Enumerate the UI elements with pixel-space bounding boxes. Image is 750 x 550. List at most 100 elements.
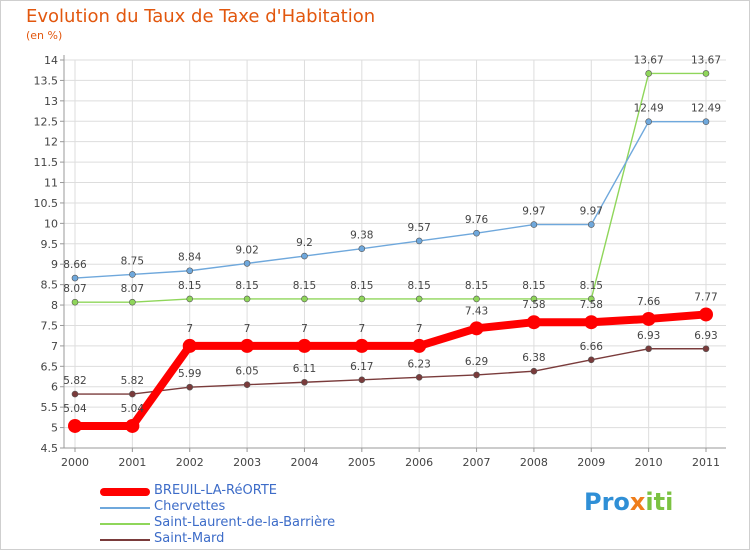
- x-tick-label: 2000: [61, 456, 89, 469]
- x-tick-label: 2003: [233, 456, 261, 469]
- y-tick-label: 13.5: [34, 74, 59, 87]
- data-label-1: 8.66: [63, 259, 87, 271]
- y-tick-label: 11: [44, 177, 58, 190]
- series-line-3: [74, 348, 707, 395]
- data-label-3: 6.93: [637, 330, 660, 342]
- x-tick-label: 2007: [463, 456, 491, 469]
- data-point-2: [129, 298, 136, 306]
- data-label-0: 7.58: [580, 299, 603, 311]
- data-label-2: 8.15: [522, 280, 545, 292]
- y-tick-label: 5.5: [41, 401, 59, 414]
- data-point-2: [71, 298, 79, 306]
- data-point-0: [412, 338, 427, 353]
- chart-legend: BREUIL-LA-RéORTE Chervettes Saint-Lauren…: [100, 483, 520, 548]
- legend-label-breuil: BREUIL-LA-RéORTE: [154, 483, 277, 498]
- data-label-0: 7.77: [694, 291, 717, 303]
- data-label-2: 8.15: [580, 280, 603, 292]
- data-point-0: [584, 315, 599, 330]
- data-label-1: 9.97: [522, 206, 545, 218]
- series-line-1: [74, 120, 707, 279]
- data-point-2: [587, 295, 595, 303]
- data-label-3: 5.99: [178, 368, 201, 380]
- data-label-2: 8.15: [178, 280, 201, 292]
- x-tick-label: 2010: [635, 456, 663, 469]
- y-tick-label: 12: [44, 136, 58, 149]
- data-label-3: 6.93: [694, 330, 717, 342]
- y-tick-label: 6.5: [41, 360, 59, 373]
- data-point-0: [125, 418, 140, 433]
- data-point-1: [71, 274, 79, 282]
- data-label-0: 5.04: [63, 403, 87, 415]
- data-label-3: 6.66: [580, 341, 604, 353]
- data-point-1: [358, 245, 366, 252]
- data-label-1: 12.49: [634, 103, 664, 115]
- data-point-1: [645, 118, 652, 125]
- data-point-0: [68, 418, 82, 433]
- y-tick-label: 10.5: [34, 197, 59, 210]
- data-point-3: [358, 376, 366, 384]
- chart-title: Evolution du Taux de Taxe d'Habitation: [26, 6, 376, 27]
- data-label-2: 8.15: [235, 280, 258, 292]
- data-point-2: [358, 295, 366, 303]
- data-point-3: [587, 356, 595, 364]
- y-tick-label: 9: [51, 258, 58, 271]
- proxiti-logo: Proxiti: [584, 488, 674, 516]
- legend-swatch-chervettes: [100, 507, 150, 509]
- data-label-1: 12.49: [691, 103, 721, 115]
- data-label-2: 8.07: [63, 283, 86, 295]
- x-tick-label: 2006: [405, 456, 433, 469]
- data-label-0: 7: [301, 323, 308, 335]
- data-label-3: 6.17: [350, 361, 373, 373]
- y-tick-label: 5: [51, 422, 58, 435]
- data-label-1: 8.84: [178, 252, 202, 264]
- data-point-3: [645, 345, 652, 353]
- data-point-0: [699, 307, 713, 322]
- data-label-1: 9.97: [580, 206, 603, 218]
- legend-item-saint-mard: Saint-Mard: [100, 531, 520, 548]
- data-label-1: 9.57: [407, 222, 430, 234]
- data-label-3: 6.29: [465, 356, 488, 368]
- data-point-1: [415, 237, 423, 245]
- data-point-0: [526, 315, 541, 330]
- y-tick-label: 12.5: [34, 115, 59, 128]
- data-point-0: [354, 338, 369, 353]
- data-label-3: 6.11: [293, 363, 316, 375]
- data-point-2: [415, 295, 423, 303]
- y-tick-label: 6: [51, 381, 58, 394]
- legend-item-breuil: BREUIL-LA-RéORTE: [100, 483, 520, 500]
- data-point-2: [473, 295, 480, 303]
- data-label-3: 6.05: [235, 366, 258, 378]
- data-label-1: 8.75: [121, 255, 144, 267]
- y-tick-label: 13: [44, 95, 58, 108]
- data-label-1: 9.02: [235, 244, 258, 256]
- legend-item-saint-laurent: Saint-Laurent-de-la-Barrière: [100, 515, 520, 532]
- data-point-3: [415, 374, 423, 381]
- data-point-2: [186, 295, 194, 303]
- data-point-1: [473, 229, 480, 237]
- data-label-1: 9.76: [465, 214, 489, 226]
- data-label-0: 7: [186, 323, 193, 335]
- y-tick-label: 9.5: [41, 238, 59, 251]
- y-tick-label: 10: [44, 217, 58, 230]
- data-point-3: [243, 381, 251, 388]
- y-tick-label: 11.5: [34, 156, 59, 169]
- data-label-2: 8.15: [407, 280, 430, 292]
- x-tick-label: 2009: [577, 456, 605, 469]
- series-line-0: [71, 310, 710, 430]
- data-point-0: [469, 321, 484, 336]
- x-tick-label: 2002: [176, 456, 204, 469]
- y-tick-label: 7.5: [41, 319, 59, 332]
- y-tick-label: 14: [44, 54, 58, 67]
- data-point-3: [530, 367, 538, 375]
- data-label-2: 8.15: [293, 280, 316, 292]
- data-point-2: [645, 70, 652, 77]
- data-label-2: 8.15: [350, 280, 373, 292]
- data-point-1: [243, 260, 251, 267]
- data-label-0: 7: [416, 323, 423, 335]
- data-point-3: [186, 383, 194, 391]
- x-tick-label: 2011: [692, 456, 720, 469]
- legend-swatch-breuil: [100, 488, 150, 496]
- y-tick-label: 8.5: [41, 279, 59, 292]
- data-point-0: [297, 338, 312, 353]
- data-point-2: [702, 70, 710, 77]
